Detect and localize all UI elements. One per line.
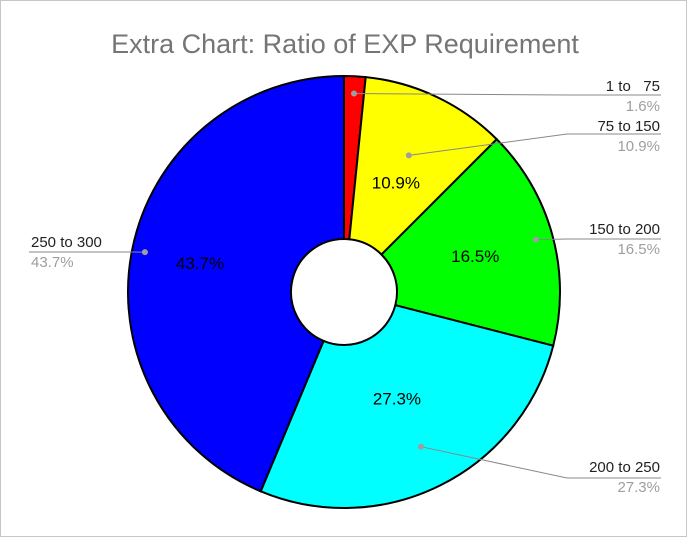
callout-dot: [533, 237, 539, 243]
slice-value-label: 1.6%: [626, 98, 660, 115]
callout-dot: [418, 444, 424, 450]
slice-value-label: 43.7%: [31, 254, 74, 271]
slice-value-label: 16.5%: [617, 241, 660, 258]
callout-dot: [406, 152, 412, 158]
callout-dot: [142, 249, 148, 255]
slice-category-label: 1 to 75: [606, 78, 660, 95]
slice-percent-label: 27.3%: [373, 389, 421, 408]
slice-category-label: 200 to 250: [589, 459, 660, 476]
chart-title: Extra Chart: Ratio of EXP Requirement: [111, 29, 579, 59]
slice-percent-label: 10.9%: [372, 174, 420, 193]
slice-value-label: 10.9%: [617, 138, 660, 155]
slices-group: [128, 76, 560, 508]
slice-percent-label: 43.7%: [176, 254, 224, 273]
slice-category-label: 150 to 200: [589, 221, 660, 238]
callout-dot: [351, 91, 357, 97]
slice-category-label: 75 to 150: [597, 118, 660, 135]
slice-percent-label: 16.5%: [451, 247, 499, 266]
slice-value-label: 27.3%: [617, 479, 660, 496]
slice-category-label: 250 to 300: [31, 234, 102, 251]
callout-line: [536, 239, 661, 240]
